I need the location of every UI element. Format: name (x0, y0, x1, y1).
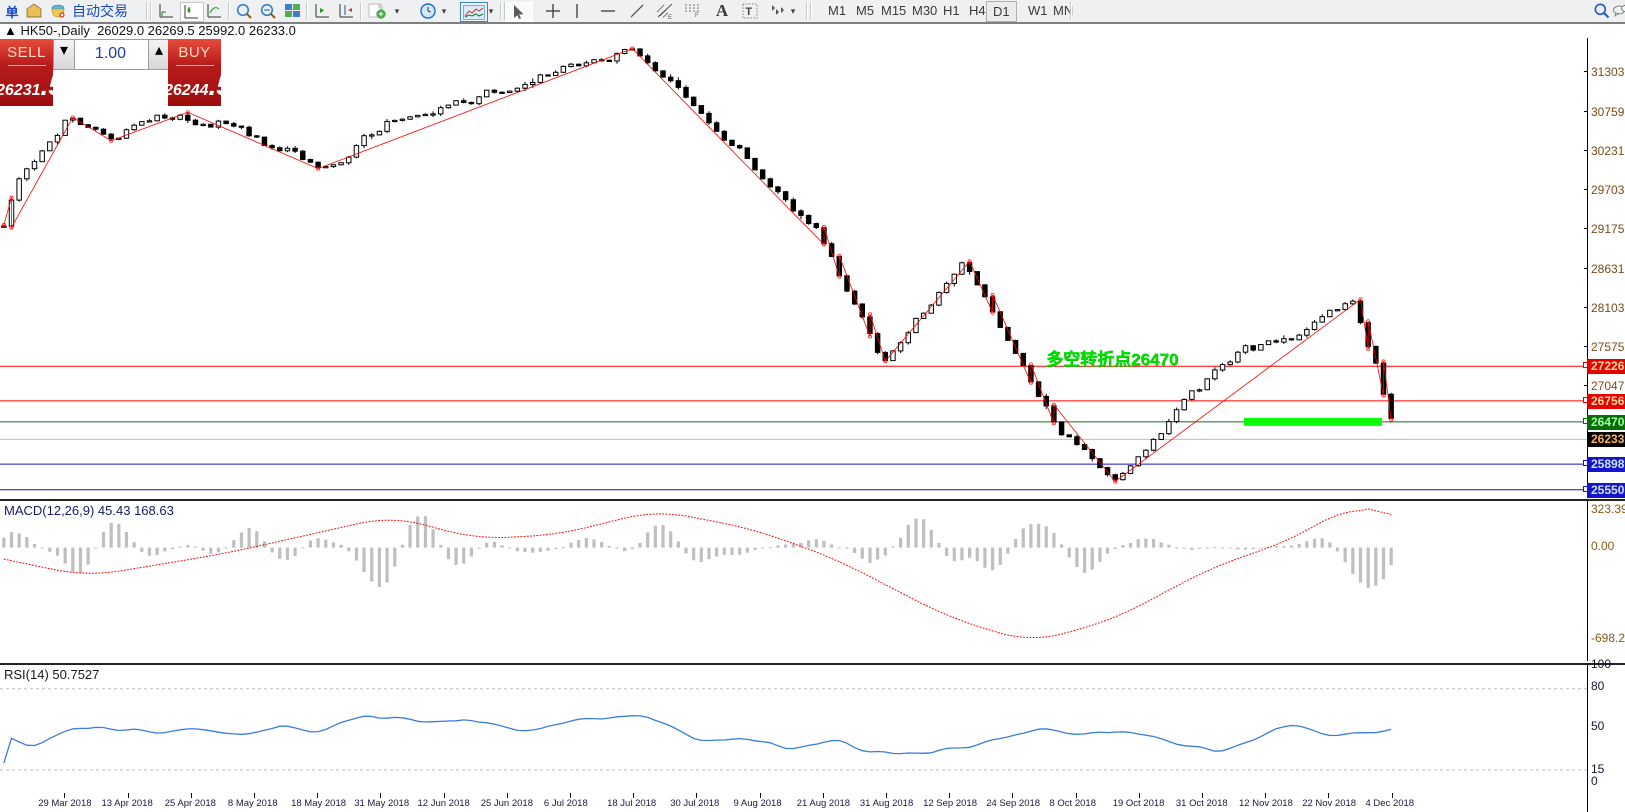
svg-text:F: F (695, 13, 699, 18)
svg-text:T: T (745, 6, 752, 18)
svg-text:E: E (668, 15, 672, 19)
